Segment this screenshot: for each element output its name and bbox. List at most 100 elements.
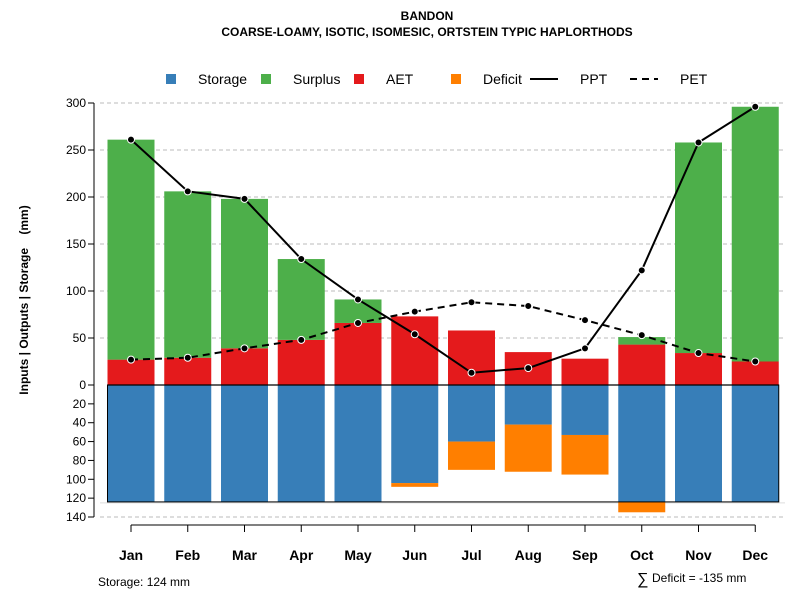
storage-bar-jul — [448, 385, 495, 442]
x-tick-label-may: May — [344, 547, 371, 563]
ppt-point-mar — [240, 194, 249, 203]
y-tick-label-top-50: 50 — [73, 331, 87, 345]
deficit-bar-oct — [618, 501, 666, 513]
x-tick-label-aug: Aug — [515, 547, 542, 563]
y-tick-label-bottom-140: 140 — [66, 510, 86, 524]
surplus-bar-dec — [731, 106, 779, 362]
x-tick-label-jan: Jan — [119, 547, 143, 563]
legend: Storage Surplus AET Deficit PPT PET — [166, 71, 708, 87]
bars — [107, 106, 780, 513]
pet-point-jan — [127, 355, 135, 364]
storage-bar-oct — [618, 385, 666, 502]
pet-point-aug — [524, 302, 533, 311]
ppt-point-sep — [581, 344, 589, 353]
legend-swatch-aet — [354, 74, 364, 84]
series-lines — [127, 102, 760, 377]
storage-bar-aug — [504, 385, 552, 425]
deficit-bar-aug — [504, 424, 552, 472]
pet-point-may — [354, 318, 362, 327]
deficit-bar-jul — [448, 441, 495, 470]
ppt-point-oct — [637, 266, 646, 275]
x-tick-label-mar: Mar — [232, 547, 257, 563]
y-tick-label-top-300: 300 — [66, 96, 86, 110]
ppt-point-dec — [751, 102, 760, 111]
pet-point-jun — [410, 307, 419, 316]
storage-bar-jan — [107, 385, 155, 502]
y-tick-label-top-150: 150 — [66, 237, 86, 251]
pet-point-sep — [581, 316, 589, 325]
gridlines — [100, 102, 785, 518]
x-tick-label-feb: Feb — [175, 547, 200, 563]
storage-bar-may — [334, 385, 382, 502]
storage-bar-nov — [675, 385, 722, 502]
surplus-bar-oct — [618, 337, 666, 345]
pet-point-apr — [297, 335, 306, 344]
pet-point-feb — [183, 353, 192, 362]
ppt-point-aug — [524, 364, 533, 373]
legend-swatch-storage — [166, 74, 176, 84]
y-tick-label-bottom-100: 100 — [66, 472, 86, 486]
surplus-bar-apr — [277, 259, 325, 340]
legend-label-pet: PET — [680, 71, 708, 87]
storage-bar-mar — [221, 385, 268, 502]
aet-bar-jan — [107, 359, 155, 385]
deficit-bar-sep — [561, 434, 609, 475]
x-tick-label-dec: Dec — [742, 547, 768, 563]
y-tick-label-top-200: 200 — [66, 190, 86, 204]
pet-line — [130, 301, 756, 363]
aet-bar-mar — [221, 348, 268, 385]
x-tick-label-nov: Nov — [685, 547, 712, 563]
aet-bar-feb — [164, 357, 212, 385]
legend-label-aet: AET — [386, 71, 414, 87]
ppt-point-jul — [467, 368, 476, 377]
pet-point-jul — [467, 298, 476, 307]
y-tick-label-top-0: 0 — [79, 378, 86, 392]
y-tick-label-top-250: 250 — [66, 143, 86, 157]
surplus-bar-feb — [164, 191, 212, 358]
ppt-point-jun — [410, 330, 419, 339]
y-axis-label: Inputs | Outputs | Storage (mm) — [17, 205, 31, 394]
legend-swatch-deficit — [451, 74, 461, 84]
storage-footer: Storage: 124 mm — [98, 575, 190, 589]
aet-bar-nov — [675, 353, 722, 385]
storage-bar-jun — [391, 385, 439, 484]
sum-icon: ∑ — [637, 571, 648, 588]
aet-bar-dec — [731, 361, 779, 385]
y-tick-label-bottom-120: 120 — [66, 491, 86, 505]
ppt-point-may — [354, 295, 362, 304]
x-tick-label-apr: Apr — [289, 547, 314, 563]
aet-bar-may — [334, 322, 382, 385]
legend-label-surplus: Surplus — [293, 71, 340, 87]
pet-point-nov — [694, 349, 703, 358]
ppt-line — [130, 105, 756, 374]
deficit-bar-jun — [391, 483, 439, 487]
y-tick-label-bottom-40: 40 — [73, 416, 87, 430]
pet-point-oct — [637, 331, 646, 340]
storage-bar-feb — [164, 385, 212, 502]
ppt-point-feb — [183, 187, 192, 196]
x-tick-label-jul: Jul — [461, 547, 481, 563]
legend-label-deficit: Deficit — [483, 71, 522, 87]
storage-bar-sep — [561, 385, 609, 435]
y-tick-label-bottom-20: 20 — [73, 397, 87, 411]
ppt-point-nov — [694, 138, 703, 147]
aet-bar-jul — [448, 330, 495, 385]
surplus-bar-mar — [221, 198, 268, 349]
legend-label-ppt: PPT — [580, 71, 608, 87]
legend-label-storage: Storage — [198, 71, 247, 87]
ppt-point-apr — [297, 255, 306, 264]
axes: 0 50 100 150 200 250 300 20 40 60 80 100 120 140 Jan Fe… — [66, 96, 768, 563]
ppt-point-jan — [127, 135, 135, 144]
pet-point-dec — [751, 357, 760, 366]
aet-bar-oct — [618, 344, 666, 385]
pet-point-mar — [240, 344, 249, 353]
x-tick-label-jun: Jun — [402, 547, 427, 563]
storage-bar-dec — [731, 385, 779, 502]
x-tick-label-sep: Sep — [572, 547, 598, 563]
surplus-bar-jan — [107, 139, 155, 360]
aet-bar-jun — [391, 316, 439, 385]
storage-bar-apr — [277, 385, 325, 502]
y-tick-label-top-100: 100 — [66, 284, 86, 298]
chart-subtitle: COARSE-LOAMY, ISOTIC, ISOMESIC, ORTSTEIN… — [221, 25, 632, 39]
